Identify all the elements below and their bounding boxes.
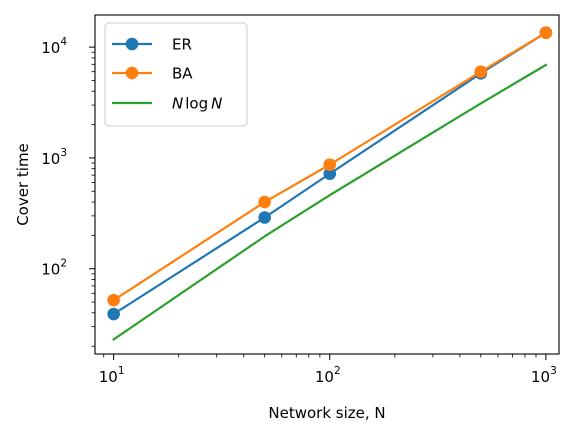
data-point xyxy=(539,26,553,39)
data-point xyxy=(258,195,271,209)
axes-frame xyxy=(94,14,560,355)
data-point xyxy=(474,65,488,79)
series-line-2 xyxy=(112,63,548,341)
y-axis-label: Cover time xyxy=(14,143,32,226)
x-tick-label: 101 xyxy=(99,365,125,386)
legend-marker xyxy=(125,37,139,51)
x-axis-ticks: 101 102 103 xyxy=(99,354,557,386)
legend-label: BA xyxy=(172,65,193,83)
y-tick-label: 102 xyxy=(41,258,67,279)
x-tick-label: 102 xyxy=(315,365,341,386)
legend-marker xyxy=(125,66,139,80)
series-layer xyxy=(107,26,553,341)
data-point xyxy=(107,307,120,321)
x-tick-label: 103 xyxy=(531,365,557,386)
data-point xyxy=(323,167,337,181)
y-axis-ticks: 102 103 104 xyxy=(41,36,95,347)
legend: ER BA N log N xyxy=(104,22,248,127)
y-tick-label: 104 xyxy=(41,36,67,57)
data-point xyxy=(107,293,120,307)
data-point xyxy=(323,158,337,171)
x-axis-label: Network size, N xyxy=(268,404,385,422)
y-tick-label: 103 xyxy=(41,147,67,168)
data-point xyxy=(258,211,271,224)
legend-label: ER xyxy=(172,36,192,54)
legend-box xyxy=(104,22,248,127)
